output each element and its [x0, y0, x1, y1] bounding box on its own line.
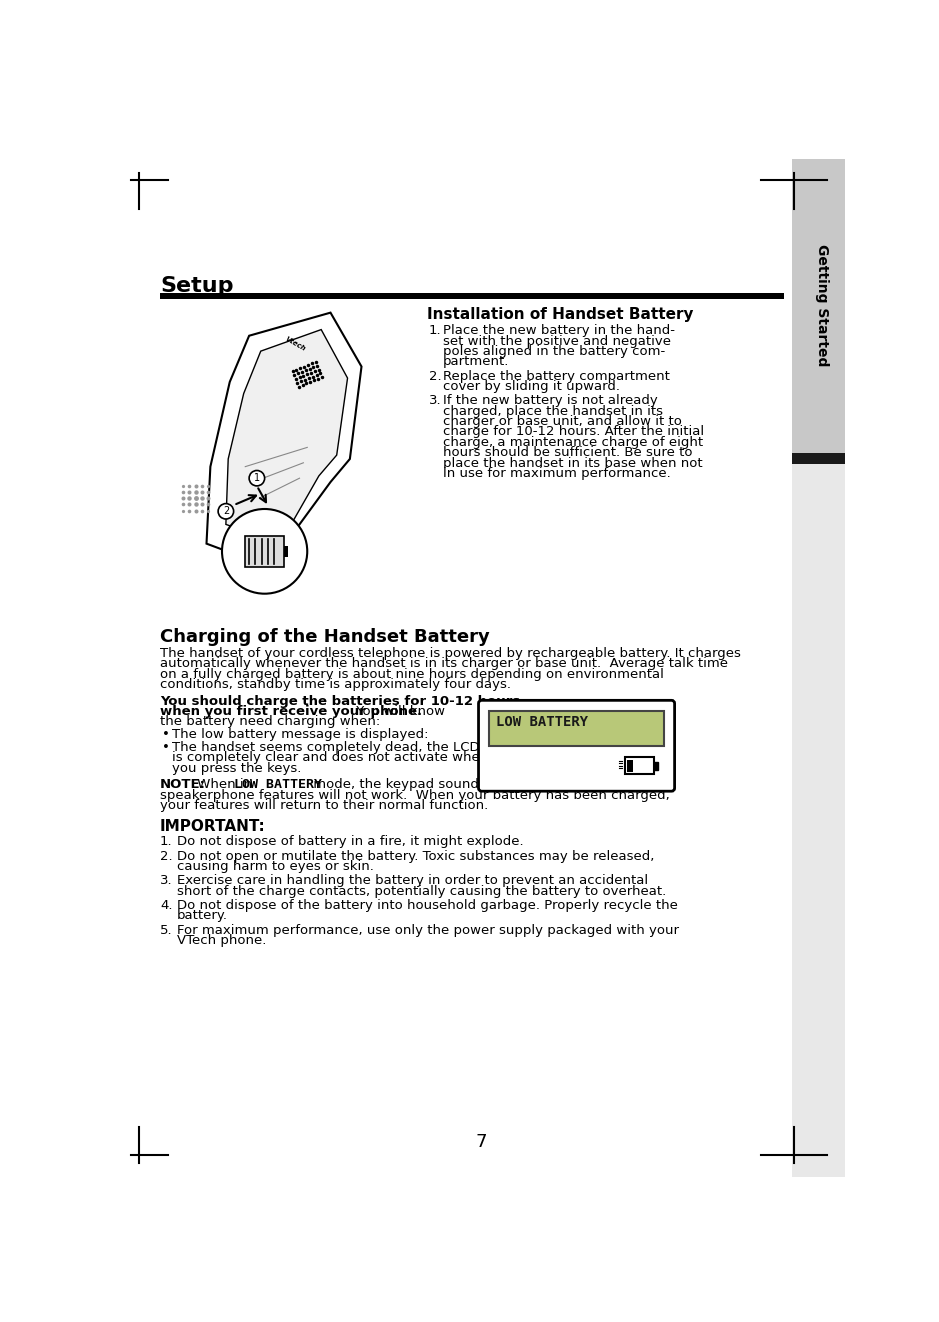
Text: Installation of Handset Battery: Installation of Handset Battery: [427, 307, 694, 323]
Bar: [626, 760, 633, 772]
Text: charge, a maintenance charge of eight: charge, a maintenance charge of eight: [443, 436, 703, 449]
Text: IMPORTANT:: IMPORTANT:: [160, 818, 266, 834]
Text: If the new battery is not already: If the new battery is not already: [443, 394, 657, 407]
Text: charger or base unit, and allow it to: charger or base unit, and allow it to: [443, 415, 682, 428]
Text: You should charge the batteries for 10-12 hours: You should charge the batteries for 10-1…: [160, 694, 520, 707]
Text: set with the positive and negative: set with the positive and negative: [443, 334, 670, 348]
Text: on a fully charged battery is about nine hours depending on environmental: on a fully charged battery is about nine…: [160, 668, 664, 681]
Text: charge for 10-12 hours. After the initial: charge for 10-12 hours. After the initia…: [443, 426, 704, 439]
Text: 2.: 2.: [429, 370, 441, 382]
Text: Exercise care in handling the battery in order to prevent an accidental: Exercise care in handling the battery in…: [177, 874, 648, 887]
Text: when you first receive your phone.: when you first receive your phone.: [160, 705, 423, 718]
Bar: [654, 761, 658, 769]
Text: speakerphone features will not work.  When your battery has been charged,: speakerphone features will not work. Whe…: [160, 788, 670, 801]
Polygon shape: [226, 329, 347, 543]
Circle shape: [249, 471, 265, 486]
Text: •: •: [162, 740, 170, 754]
Text: The handset of your cordless telephone is powered by rechargeable battery. It ch: The handset of your cordless telephone i…: [160, 646, 741, 660]
Text: Replace the battery compartment: Replace the battery compartment: [443, 370, 670, 382]
Text: Do not open or mutilate the battery. Toxic substances may be released,: Do not open or mutilate the battery. Tox…: [177, 850, 654, 863]
Polygon shape: [207, 312, 362, 567]
Text: Charging of the Handset Battery: Charging of the Handset Battery: [160, 628, 490, 646]
Text: LOW BATTERY: LOW BATTERY: [496, 715, 588, 728]
Text: 2: 2: [223, 506, 229, 517]
Text: •: •: [162, 728, 170, 742]
Text: you press the keys.: you press the keys.: [172, 761, 301, 775]
Text: VTech phone.: VTech phone.: [177, 935, 267, 947]
Text: charged, place the handset in its: charged, place the handset in its: [443, 405, 663, 418]
Text: conditions, standby time is approximately four days.: conditions, standby time is approximatel…: [160, 678, 511, 691]
Text: Place the new battery in the hand-: Place the new battery in the hand-: [443, 324, 675, 337]
Text: cover by sliding it upward.: cover by sliding it upward.: [443, 379, 620, 393]
Text: NOTE:: NOTE:: [160, 779, 206, 791]
Text: 1.: 1.: [429, 324, 441, 337]
Text: the battery need charging when:: the battery need charging when:: [160, 715, 380, 728]
Text: 3.: 3.: [160, 874, 173, 887]
Text: mode, the keypad sounds, backlighting and: mode, the keypad sounds, backlighting an…: [309, 779, 606, 791]
Text: Setup: Setup: [160, 276, 234, 296]
Text: 1.: 1.: [160, 836, 173, 849]
Circle shape: [218, 504, 234, 520]
Text: 3.: 3.: [429, 394, 441, 407]
Text: partment.: partment.: [443, 356, 509, 369]
Text: You will know: You will know: [352, 705, 445, 718]
Bar: [489, 711, 664, 746]
Text: place the handset in its base when not: place the handset in its base when not: [443, 456, 702, 469]
Text: 4.: 4.: [160, 899, 173, 912]
Polygon shape: [245, 535, 284, 567]
Text: For maximum performance, use only the power supply packaged with your: For maximum performance, use only the po…: [177, 924, 679, 936]
Text: automatically whenever the handset is in its charger or base unit.  Average talk: automatically whenever the handset is in…: [160, 657, 728, 670]
FancyBboxPatch shape: [479, 701, 674, 791]
Text: in use for maximum performance.: in use for maximum performance.: [443, 467, 670, 480]
Text: Getting Started: Getting Started: [815, 243, 829, 366]
Bar: [625, 758, 654, 775]
Text: battery.: battery.: [177, 910, 228, 923]
Text: short of the charge contacts, potentially causing the battery to overheat.: short of the charge contacts, potentiall…: [177, 884, 667, 898]
Text: The handset seems completely dead, the LCD: The handset seems completely dead, the L…: [172, 740, 479, 754]
Circle shape: [222, 509, 307, 594]
Text: poles aligned in the battery com-: poles aligned in the battery com-: [443, 345, 665, 358]
Text: 5.: 5.: [160, 924, 173, 936]
Text: 2.: 2.: [160, 850, 173, 863]
Bar: [792, 159, 899, 452]
Text: Vtech: Vtech: [285, 336, 307, 352]
Bar: [284, 546, 288, 557]
Text: is completely clear and does not activate when: is completely clear and does not activat…: [172, 751, 488, 764]
Text: LOW BATTERY: LOW BATTERY: [234, 779, 322, 791]
Text: hours should be sufficient. Be sure to: hours should be sufficient. Be sure to: [443, 447, 692, 459]
Text: 1: 1: [254, 473, 260, 483]
Bar: [792, 452, 899, 464]
Bar: [160, 293, 784, 299]
Text: Do not dispose of battery in a fire, it might explode.: Do not dispose of battery in a fire, it …: [177, 836, 524, 849]
Text: causing harm to eyes or skin.: causing harm to eyes or skin.: [177, 861, 374, 873]
Text: 7: 7: [475, 1133, 487, 1150]
Text: When in: When in: [192, 779, 256, 791]
Text: your features will return to their normal function.: your features will return to their norma…: [160, 798, 488, 812]
Bar: [792, 464, 899, 1177]
Text: The low battery message is displayed:: The low battery message is displayed:: [172, 728, 428, 742]
Text: Do not dispose of the battery into household garbage. Properly recycle the: Do not dispose of the battery into house…: [177, 899, 678, 912]
